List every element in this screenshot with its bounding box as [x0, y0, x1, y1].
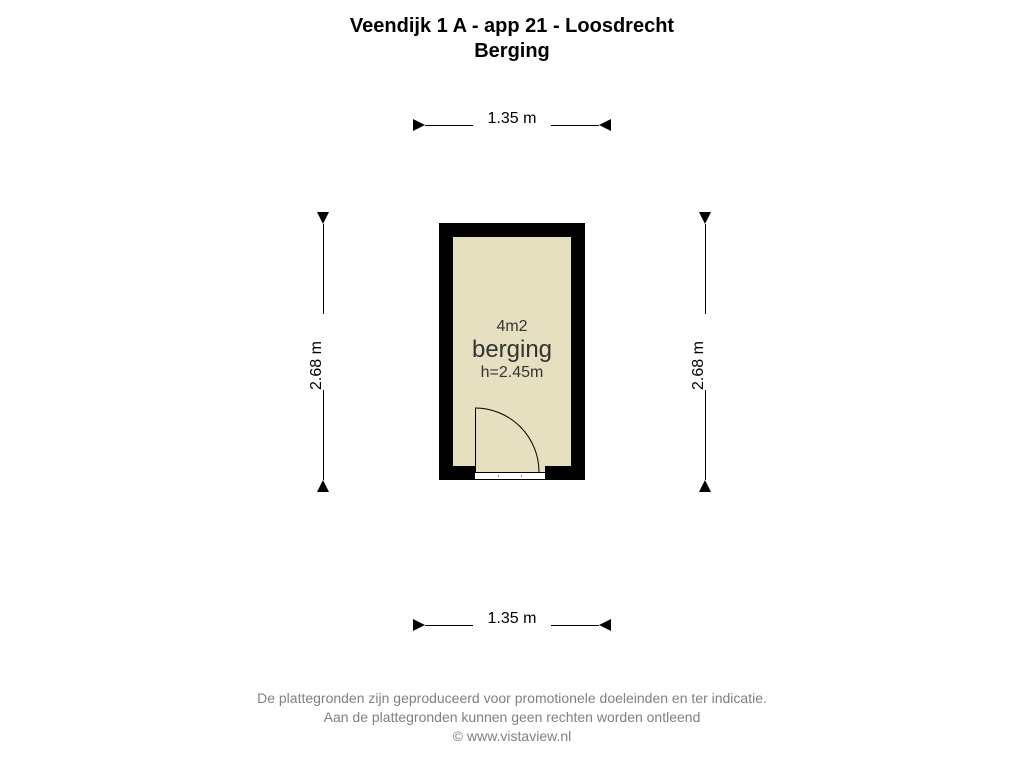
dimension-line: [425, 625, 473, 626]
footer-line-1: De plattegronden zijn geproduceerd voor …: [0, 689, 1024, 708]
dimension-line: [705, 390, 706, 480]
arrow-right-icon: [413, 619, 425, 631]
dimension-label: 2.68 m: [308, 314, 326, 390]
floorplan-page: Veendijk 1 A - app 21 - Loosdrecht Bergi…: [0, 0, 1024, 768]
dimension-left: 2.68 m: [314, 212, 334, 492]
door-swing-arc: [475, 402, 545, 472]
dimension-top: 1.35 m: [413, 116, 611, 136]
footer-line-2: Aan de plattegronden kunnen geen rechten…: [0, 708, 1024, 727]
dimension-right: 2.68 m: [696, 212, 716, 492]
arrow-down-icon: [699, 212, 711, 224]
room-height-label: h=2.45m: [439, 364, 585, 382]
dimension-line: [551, 625, 599, 626]
dimension-label: 1.35 m: [473, 110, 551, 128]
dimension-line: [425, 125, 473, 126]
arrow-up-icon: [699, 480, 711, 492]
arrow-left-icon: [599, 619, 611, 631]
room-area-label: 4m2: [439, 318, 585, 336]
arrow-down-icon: [317, 212, 329, 224]
arrow-right-icon: [413, 119, 425, 131]
dimension-line: [551, 125, 599, 126]
title-line-1: Veendijk 1 A - app 21 - Loosdrecht: [0, 14, 1024, 39]
dimension-label: 1.35 m: [473, 610, 551, 628]
room-name-label: berging: [439, 336, 585, 364]
dimension-line: [705, 224, 706, 314]
arrow-up-icon: [317, 480, 329, 492]
dimension-bottom: 1.35 m: [413, 616, 611, 636]
dimension-label: 2.68 m: [690, 314, 708, 390]
arrow-left-icon: [599, 119, 611, 131]
dimension-line: [323, 390, 324, 480]
dimension-line: [323, 224, 324, 314]
footer-block: De plattegronden zijn geproduceerd voor …: [0, 689, 1024, 746]
title-line-2: Berging: [0, 39, 1024, 64]
footer-line-3: © www.vistaview.nl: [0, 727, 1024, 746]
room-label-group: 4m2 berging h=2.45m: [439, 318, 585, 382]
title-block: Veendijk 1 A - app 21 - Loosdrecht Bergi…: [0, 14, 1024, 64]
door-threshold: [475, 472, 545, 480]
